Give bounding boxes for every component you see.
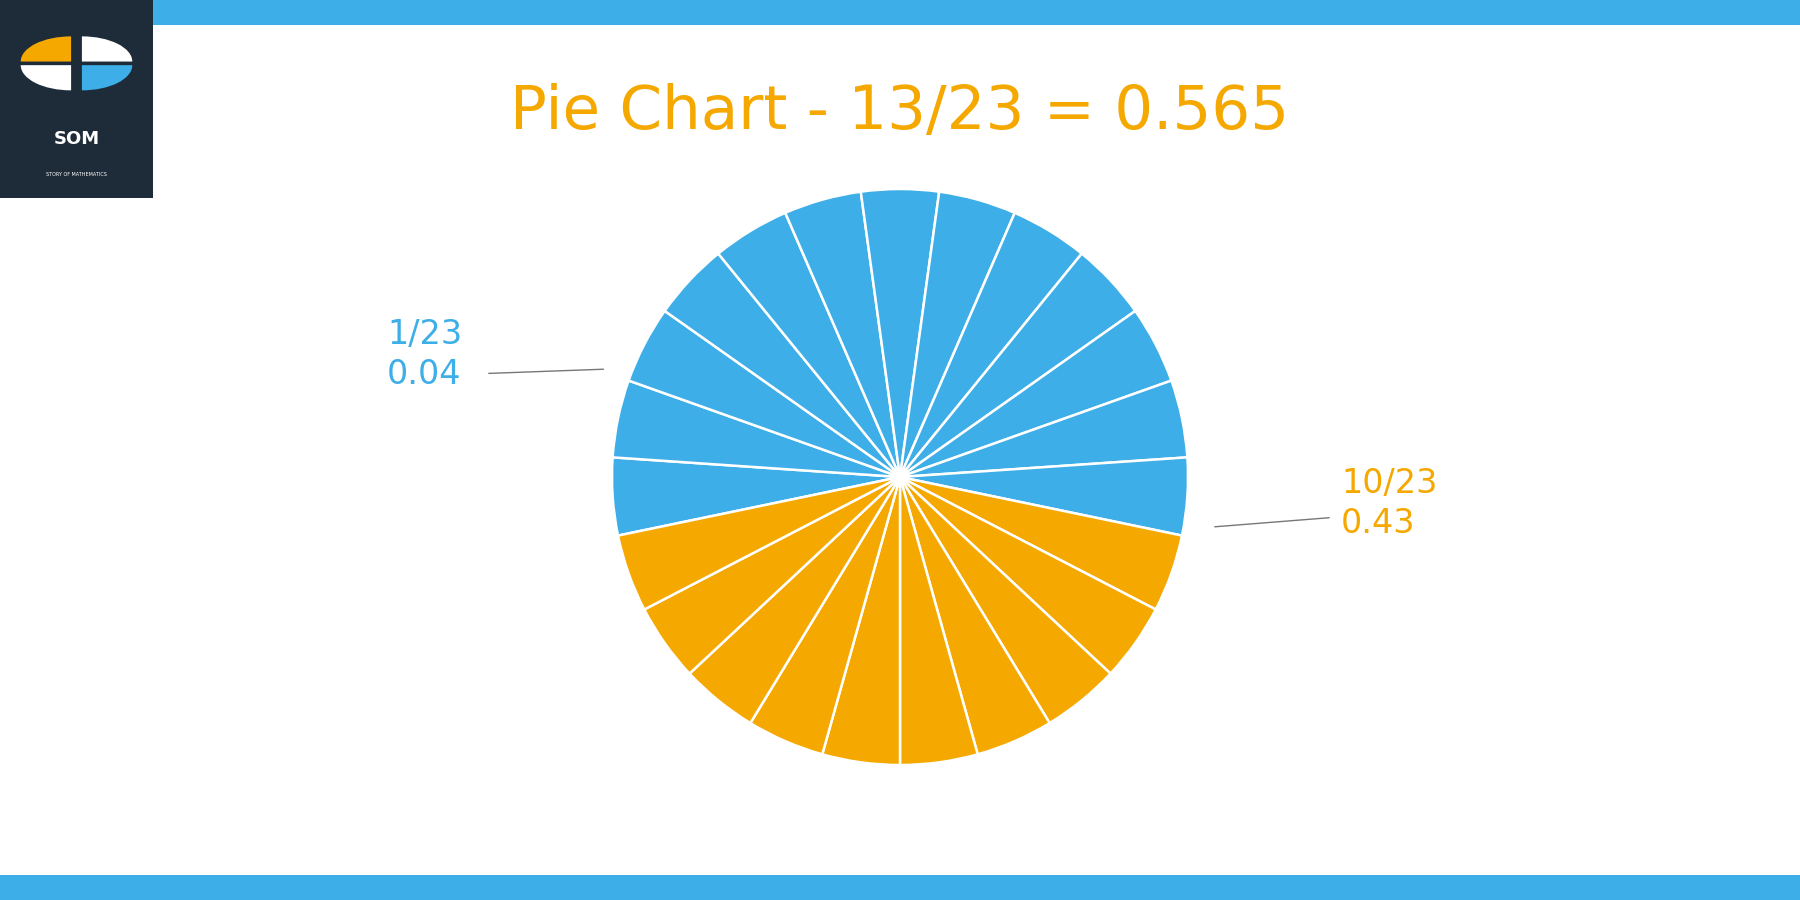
Wedge shape bbox=[612, 457, 900, 536]
Text: 10/23: 10/23 bbox=[1341, 466, 1438, 500]
Bar bbox=[0, 0, 1800, 25]
Wedge shape bbox=[900, 212, 1082, 477]
Wedge shape bbox=[900, 477, 1183, 609]
Bar bbox=[0, 0, 153, 198]
Wedge shape bbox=[900, 477, 1156, 673]
Wedge shape bbox=[689, 477, 900, 723]
Text: STORY OF MATHEMATICS: STORY OF MATHEMATICS bbox=[47, 172, 106, 176]
Text: 1/23: 1/23 bbox=[387, 318, 463, 351]
Wedge shape bbox=[83, 36, 133, 61]
Wedge shape bbox=[900, 477, 977, 765]
Text: SOM: SOM bbox=[54, 130, 99, 148]
Text: Pie Chart - 13/23 = 0.565: Pie Chart - 13/23 = 0.565 bbox=[511, 83, 1289, 142]
Wedge shape bbox=[900, 457, 1188, 536]
Wedge shape bbox=[22, 36, 70, 61]
Wedge shape bbox=[81, 65, 133, 90]
Wedge shape bbox=[644, 477, 900, 673]
Wedge shape bbox=[900, 192, 1015, 477]
Wedge shape bbox=[664, 254, 900, 477]
Wedge shape bbox=[628, 310, 900, 477]
Wedge shape bbox=[900, 310, 1172, 477]
Wedge shape bbox=[718, 212, 900, 477]
Wedge shape bbox=[860, 189, 940, 477]
Wedge shape bbox=[900, 254, 1136, 477]
Wedge shape bbox=[617, 477, 900, 609]
Wedge shape bbox=[751, 477, 900, 754]
Wedge shape bbox=[22, 65, 70, 90]
Text: 0.04: 0.04 bbox=[387, 358, 461, 392]
Text: 0.43: 0.43 bbox=[1341, 507, 1415, 540]
Bar bbox=[0, 875, 1800, 900]
Wedge shape bbox=[900, 477, 1049, 754]
Wedge shape bbox=[900, 381, 1188, 477]
Wedge shape bbox=[612, 381, 900, 477]
Wedge shape bbox=[785, 192, 900, 477]
Wedge shape bbox=[900, 477, 1111, 723]
Wedge shape bbox=[823, 477, 900, 765]
